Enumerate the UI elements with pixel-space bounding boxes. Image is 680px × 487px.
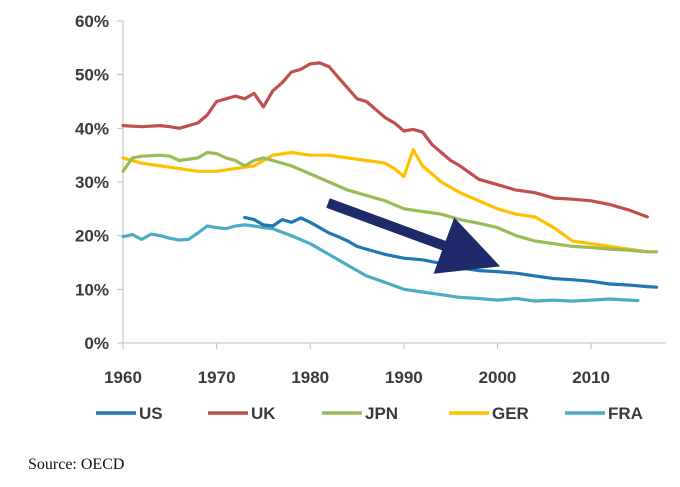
trend-arrow	[326, 198, 501, 274]
y-tick-label: 20%	[75, 227, 109, 246]
y-tick-label: 50%	[75, 66, 109, 85]
y-tick-label: 0%	[84, 334, 109, 353]
series-line-ger	[121, 148, 649, 254]
legend-label-jpn: JPN	[365, 404, 398, 423]
x-tick-label: 1990	[385, 368, 423, 387]
source-note: Source: OECD	[28, 456, 125, 473]
legend: US UK JPN GER FRA	[96, 404, 643, 423]
axes: 0% 10% 20% 30% 40% 50% 60% 1960 1970 1980 1990 2000…	[75, 12, 666, 387]
series-line-fra	[121, 223, 640, 303]
legend-label-uk: UK	[251, 404, 276, 423]
x-tick-label: 1970	[198, 368, 236, 387]
legend-label-fra: FRA	[608, 404, 643, 423]
x-tick-label: 2000	[479, 368, 517, 387]
series-lines	[121, 61, 659, 303]
legend-label-ger: GER	[492, 404, 529, 423]
series-line-uk	[121, 61, 649, 219]
y-tick-label: 40%	[75, 119, 109, 138]
y-tick-label: 10%	[75, 280, 109, 299]
y-tick-label: 60%	[75, 12, 109, 31]
series-line-us	[243, 215, 659, 289]
x-tick-label: 2010	[572, 368, 610, 387]
x-tick-label: 1960	[104, 368, 142, 387]
legend-label-us: US	[139, 404, 163, 423]
series-line-jpn	[121, 150, 659, 254]
x-tick-label: 1980	[291, 368, 329, 387]
y-tick-label: 30%	[75, 173, 109, 192]
